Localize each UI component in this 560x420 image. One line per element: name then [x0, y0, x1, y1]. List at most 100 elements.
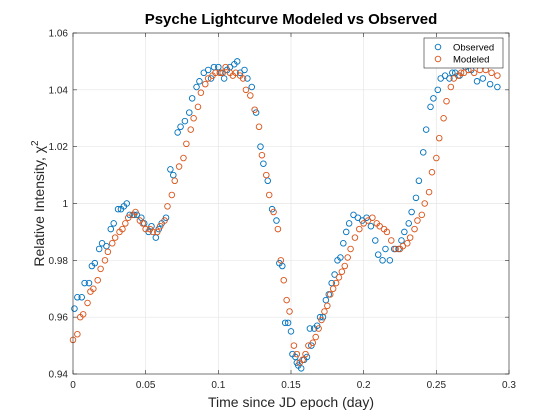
- modeled-point: [79, 311, 87, 318]
- modeled-point: [183, 140, 190, 148]
- modeled-point: [111, 234, 119, 241]
- observed-point: [379, 257, 386, 264]
- modeled-point: [404, 240, 411, 247]
- observed-point: [85, 279, 93, 287]
- series-modeled: [69, 63, 501, 366]
- observed-point: [174, 129, 181, 136]
- x-tick-label: 0.05: [136, 380, 156, 391]
- observed-point: [181, 117, 189, 125]
- modeled-point: [440, 114, 447, 122]
- modeled-point: [119, 225, 126, 233]
- modeled-point: [190, 114, 197, 122]
- modeled-point: [447, 83, 455, 91]
- modeled-point: [347, 245, 354, 253]
- observed-point: [486, 80, 494, 88]
- observed-point: [430, 95, 437, 102]
- observed-point: [382, 245, 389, 253]
- modeled-point: [315, 325, 322, 332]
- observed-point: [107, 225, 115, 233]
- modeled-point: [318, 316, 325, 324]
- chart-title: Psyche Lightcurve Modeled vs Observed: [145, 11, 438, 28]
- modeled-point: [263, 171, 270, 179]
- y-tick-label: 1.06: [49, 29, 69, 40]
- observed-point: [306, 325, 314, 332]
- observed-point: [345, 220, 353, 227]
- modeled-point: [356, 225, 363, 233]
- x-tick-label: 0.25: [427, 380, 447, 391]
- modeled-point: [154, 228, 161, 236]
- modeled-point: [388, 237, 395, 244]
- observed-point: [372, 237, 379, 244]
- modeled-point: [369, 214, 376, 221]
- observed-point: [401, 228, 408, 236]
- modeled-point: [341, 262, 349, 270]
- modeled-point: [293, 350, 301, 358]
- observed-point: [342, 228, 350, 236]
- observed-point: [374, 251, 382, 258]
- modeled-point: [406, 234, 414, 241]
- observed-point: [186, 109, 193, 116]
- modeled-point: [202, 80, 209, 88]
- modeled-point: [255, 123, 263, 131]
- modeled-point: [457, 69, 465, 77]
- observed-point: [233, 58, 241, 65]
- modeled-point: [122, 220, 129, 227]
- modeled-point: [428, 168, 436, 176]
- y-tick-label: 1.02: [49, 142, 69, 153]
- modeled-point: [242, 86, 250, 94]
- x-axis-label: Time since JD epoch (day): [208, 394, 374, 410]
- modeled-point: [351, 234, 359, 241]
- observed-point: [386, 257, 394, 264]
- modeled-point: [332, 279, 340, 287]
- observed-point: [91, 259, 99, 267]
- observed-point: [204, 66, 212, 74]
- modeled-point: [94, 276, 101, 284]
- modeled-point: [286, 308, 293, 315]
- observed-point: [427, 103, 434, 111]
- modeled-point: [187, 126, 194, 133]
- modeled-point: [175, 163, 183, 170]
- observed-point: [193, 83, 200, 91]
- modeled-point: [97, 265, 104, 273]
- observed-point: [337, 254, 344, 261]
- modeled-point: [108, 240, 116, 247]
- modeled-point: [329, 285, 337, 293]
- observed-point: [188, 95, 196, 102]
- modeled-point: [197, 89, 205, 96]
- x-tick-label: 0.15: [281, 380, 301, 391]
- observed-point: [78, 294, 85, 301]
- modeled-point: [104, 248, 112, 256]
- modeled-point: [470, 69, 478, 77]
- observed-point: [412, 194, 420, 202]
- modeled-point: [344, 254, 351, 261]
- y-tick-label: 1.04: [49, 85, 69, 96]
- observed-point: [446, 75, 453, 82]
- modeled-point: [74, 330, 81, 338]
- modeled-point: [338, 268, 346, 275]
- modeled-point: [383, 228, 391, 236]
- observed-point: [273, 217, 280, 224]
- observed-point: [479, 75, 487, 82]
- y-tick-label: 0.98: [49, 256, 69, 267]
- modeled-point: [171, 177, 178, 185]
- y-tick-label: 1: [62, 199, 68, 210]
- modeled-point: [335, 274, 343, 281]
- modeled-point: [274, 225, 282, 233]
- observed-point: [287, 328, 295, 335]
- modeled-point: [392, 245, 399, 253]
- modeled-point: [443, 97, 450, 105]
- modeled-point: [216, 69, 224, 77]
- modeled-point: [212, 69, 219, 77]
- observed-point: [281, 319, 289, 327]
- legend-marker-modeled: [434, 55, 442, 63]
- modeled-point: [156, 222, 164, 230]
- observed-point: [420, 149, 427, 156]
- modeled-point: [280, 276, 287, 284]
- observed-point: [494, 83, 501, 91]
- observed-point: [473, 78, 481, 85]
- legend-box: [423, 37, 504, 69]
- modeled-point: [411, 225, 418, 233]
- y-axis-label-text: Relative Intensity, χ: [31, 145, 47, 266]
- modeled-point: [142, 225, 149, 233]
